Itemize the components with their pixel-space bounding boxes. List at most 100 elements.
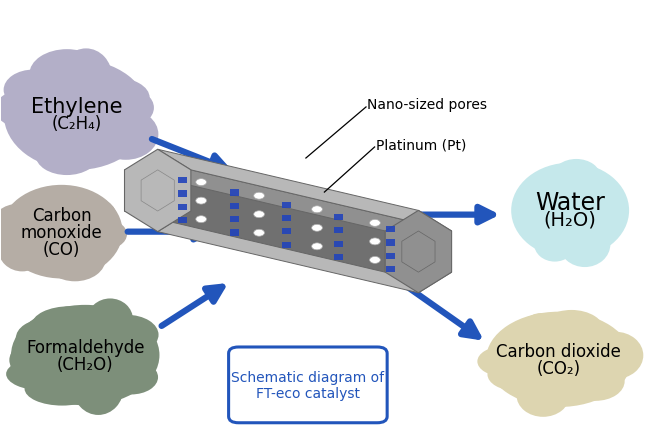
Bar xyxy=(230,190,239,196)
Ellipse shape xyxy=(79,219,127,250)
Ellipse shape xyxy=(0,226,46,272)
Text: Water: Water xyxy=(535,190,605,214)
Bar xyxy=(387,267,395,273)
Text: Formaldehyde: Formaldehyde xyxy=(26,338,144,356)
Ellipse shape xyxy=(538,310,604,352)
Ellipse shape xyxy=(522,180,567,215)
Ellipse shape xyxy=(73,360,124,415)
Text: (H₂O): (H₂O) xyxy=(544,210,596,229)
Ellipse shape xyxy=(486,312,632,407)
Circle shape xyxy=(196,198,207,204)
Ellipse shape xyxy=(87,299,133,341)
Circle shape xyxy=(312,225,322,232)
Bar xyxy=(334,227,343,234)
Ellipse shape xyxy=(61,123,115,167)
Circle shape xyxy=(312,206,322,213)
Text: Carbon dioxide: Carbon dioxide xyxy=(496,342,622,360)
Ellipse shape xyxy=(29,50,105,100)
Ellipse shape xyxy=(60,49,112,106)
Ellipse shape xyxy=(1,185,122,279)
Ellipse shape xyxy=(9,195,64,239)
Bar xyxy=(334,214,343,220)
Ellipse shape xyxy=(6,358,81,391)
Ellipse shape xyxy=(44,236,106,282)
Circle shape xyxy=(254,193,264,200)
Ellipse shape xyxy=(78,78,150,118)
Ellipse shape xyxy=(564,323,619,354)
Bar xyxy=(387,240,395,246)
Bar xyxy=(230,203,239,210)
FancyBboxPatch shape xyxy=(228,347,387,423)
Ellipse shape xyxy=(511,163,629,259)
Text: Ethylene: Ethylene xyxy=(31,97,122,117)
Ellipse shape xyxy=(0,204,44,249)
Bar xyxy=(178,191,187,197)
Text: Schematic diagram of
FT-eco catalyst: Schematic diagram of FT-eco catalyst xyxy=(231,370,385,400)
Ellipse shape xyxy=(567,362,625,401)
Ellipse shape xyxy=(93,109,158,161)
Ellipse shape xyxy=(11,305,160,406)
Ellipse shape xyxy=(0,91,48,128)
Ellipse shape xyxy=(534,227,575,262)
Ellipse shape xyxy=(3,70,63,111)
Circle shape xyxy=(254,211,264,218)
Text: Carbon: Carbon xyxy=(32,206,91,224)
Bar xyxy=(334,241,343,247)
Text: (C₂H₄): (C₂H₄) xyxy=(52,115,102,133)
Circle shape xyxy=(196,216,207,223)
Text: monoxide: monoxide xyxy=(21,223,103,241)
Ellipse shape xyxy=(105,90,154,127)
Circle shape xyxy=(369,239,381,245)
Ellipse shape xyxy=(95,315,158,355)
Bar xyxy=(178,178,187,184)
Ellipse shape xyxy=(541,167,590,204)
Ellipse shape xyxy=(552,160,600,196)
Text: (CH₂O): (CH₂O) xyxy=(57,355,114,373)
Ellipse shape xyxy=(516,374,569,417)
Bar xyxy=(178,204,187,210)
Polygon shape xyxy=(158,150,451,231)
Ellipse shape xyxy=(505,320,555,365)
Ellipse shape xyxy=(68,230,105,265)
Circle shape xyxy=(369,220,381,227)
Ellipse shape xyxy=(535,366,603,401)
Text: Platinum (Pt): Platinum (Pt) xyxy=(376,138,466,152)
Bar xyxy=(282,242,291,248)
Ellipse shape xyxy=(477,347,528,376)
Bar xyxy=(230,216,239,223)
Text: (CO): (CO) xyxy=(43,240,80,258)
Circle shape xyxy=(254,230,264,237)
Circle shape xyxy=(369,257,381,264)
Ellipse shape xyxy=(522,210,565,244)
Ellipse shape xyxy=(32,187,71,229)
Ellipse shape xyxy=(24,372,100,406)
Circle shape xyxy=(196,179,207,186)
Bar xyxy=(178,218,187,224)
Ellipse shape xyxy=(32,306,108,344)
Ellipse shape xyxy=(9,342,56,379)
Polygon shape xyxy=(158,212,451,293)
Ellipse shape xyxy=(4,60,150,170)
Ellipse shape xyxy=(513,198,559,233)
Ellipse shape xyxy=(103,341,151,375)
Polygon shape xyxy=(385,211,451,293)
Text: (CO₂): (CO₂) xyxy=(537,359,581,377)
Ellipse shape xyxy=(577,209,618,241)
Ellipse shape xyxy=(559,222,610,268)
Ellipse shape xyxy=(64,198,117,234)
Ellipse shape xyxy=(519,314,563,359)
Ellipse shape xyxy=(587,332,643,379)
Ellipse shape xyxy=(52,190,103,224)
Ellipse shape xyxy=(21,117,72,154)
Ellipse shape xyxy=(487,358,545,391)
Ellipse shape xyxy=(36,135,98,176)
Ellipse shape xyxy=(105,360,158,394)
Polygon shape xyxy=(124,150,191,232)
Bar xyxy=(282,229,291,235)
Ellipse shape xyxy=(572,174,616,214)
Ellipse shape xyxy=(36,240,79,272)
Bar xyxy=(282,202,291,208)
Bar xyxy=(387,253,395,259)
Bar xyxy=(334,254,343,260)
Bar xyxy=(387,227,395,233)
